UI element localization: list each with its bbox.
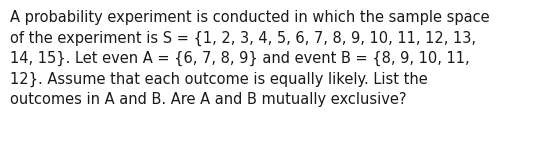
Text: A probability experiment is conducted in which the sample space
of the experimen: A probability experiment is conducted in… [10, 10, 490, 107]
